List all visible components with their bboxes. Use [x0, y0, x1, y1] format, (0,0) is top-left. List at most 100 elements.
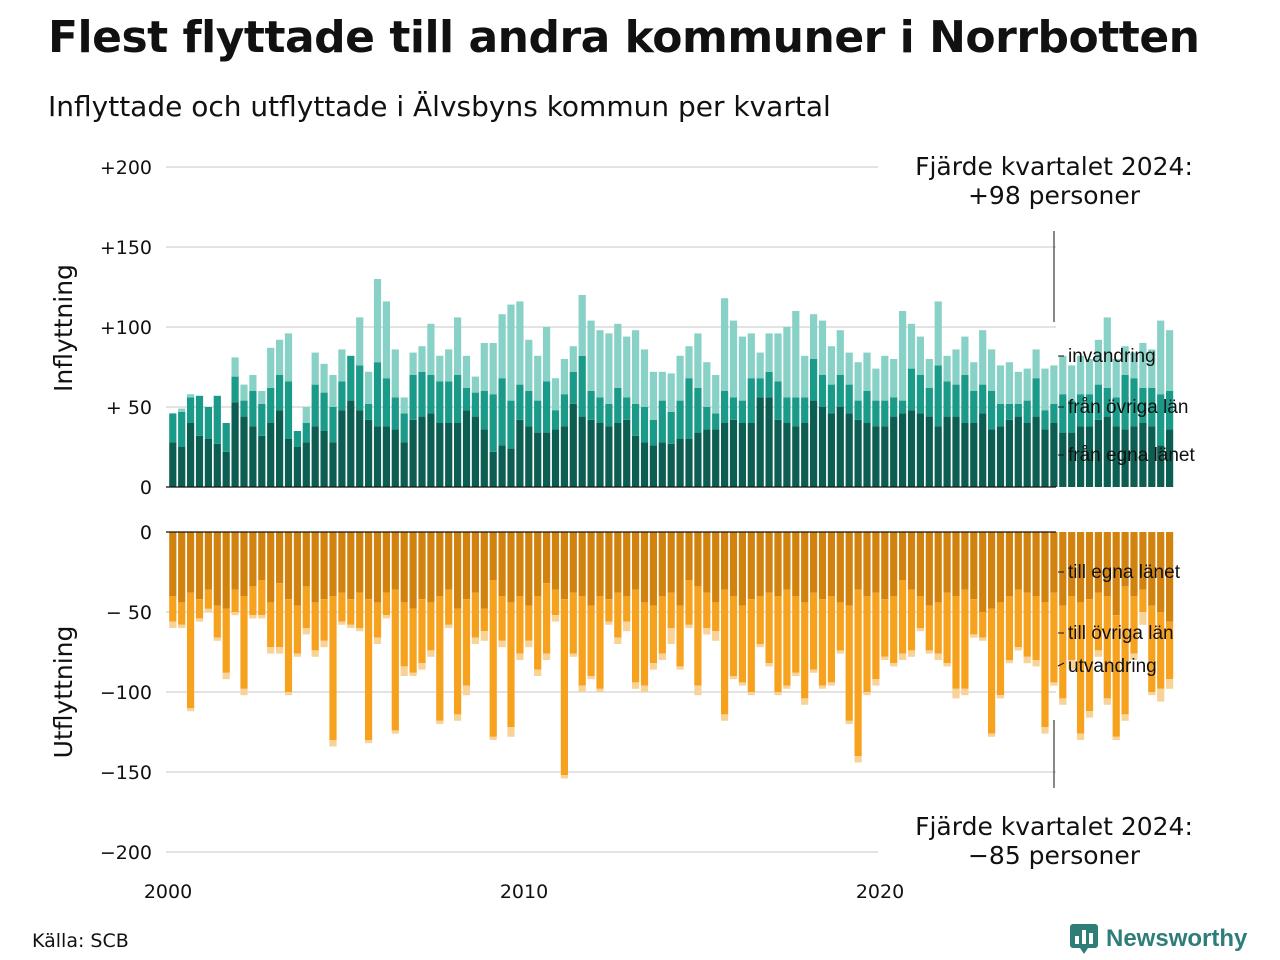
- bar-från-egna-länet: [284, 439, 293, 487]
- bar-till-övriga-län: [703, 592, 711, 628]
- bar-till-egna-länet: [1130, 532, 1138, 596]
- bar-invandring: [587, 320, 595, 391]
- bar-till-övriga-län: [462, 599, 471, 686]
- inflow-y-ticks: 0 + 50 +100 +150 +200: [100, 157, 152, 499]
- bar-från-övriga-län: [427, 375, 435, 414]
- bar-från-egna-länet: [810, 400, 818, 487]
- bar-invandring: [320, 363, 328, 393]
- bar-invandring: [462, 355, 471, 388]
- bar-till-övriga-län: [774, 596, 782, 692]
- bar-till-egna-länet: [970, 532, 978, 600]
- bar-från-övriga-län: [703, 407, 711, 430]
- bar-från-egna-länet: [222, 451, 230, 487]
- bar-till-övriga-län: [1023, 592, 1031, 657]
- bar-utvandring: [454, 714, 462, 721]
- bar-invandring: [400, 397, 408, 414]
- bar-till-övriga-län: [1166, 621, 1174, 680]
- bar-till-övriga-län: [1085, 599, 1094, 712]
- bar-till-egna-länet: [640, 532, 649, 603]
- bar-invandring: [302, 407, 310, 423]
- bar-till-övriga-län: [747, 599, 755, 692]
- bar-till-egna-länet: [836, 532, 844, 603]
- bar-till-övriga-län: [498, 596, 506, 641]
- bar-till-övriga-län: [267, 602, 275, 648]
- bar-invandring: [774, 333, 782, 382]
- bar-till-egna-länet: [1166, 532, 1174, 622]
- bar-invandring: [970, 362, 978, 391]
- bar-till-övriga-län: [890, 596, 898, 664]
- bar-till-övriga-län: [454, 608, 462, 715]
- bar-till-egna-länet: [587, 532, 595, 606]
- bar-till-övriga-län: [605, 599, 613, 622]
- y-tick-label: 0: [140, 522, 152, 544]
- bar-från-egna-länet: [338, 410, 346, 487]
- bar-till-egna-länet: [462, 532, 471, 600]
- bar-utvandring: [1148, 692, 1156, 696]
- bar-från-egna-länet: [640, 442, 649, 487]
- bar-utvandring: [792, 672, 800, 676]
- bar-invandring: [694, 333, 702, 388]
- bar-från-egna-länet: [258, 435, 266, 487]
- bar-från-egna-länet: [311, 426, 319, 487]
- bar-utvandring: [427, 650, 435, 657]
- bar-från-övriga-län: [293, 431, 301, 447]
- bar-invandring: [480, 343, 488, 391]
- bar-till-egna-länet: [810, 532, 818, 593]
- bar-till-egna-länet: [231, 532, 239, 590]
- bar-till-egna-länet: [320, 532, 328, 600]
- bar-till-egna-länet: [391, 532, 399, 590]
- bottom-annotation-line2: −85 personer: [968, 841, 1141, 870]
- bar-till-egna-länet: [534, 532, 542, 596]
- bar-invandring: [569, 346, 577, 372]
- bar-till-övriga-län: [632, 589, 640, 683]
- bar-till-övriga-län: [961, 589, 969, 689]
- bar-från-övriga-län: [756, 378, 764, 398]
- bar-till-egna-länet: [338, 532, 346, 593]
- bar-till-övriga-län: [1103, 596, 1111, 699]
- bar-från-övriga-län: [169, 413, 177, 443]
- bar-till-egna-länet: [267, 532, 275, 603]
- bar-till-övriga-län: [276, 583, 284, 648]
- bar-från-egna-länet: [302, 442, 310, 487]
- bar-från-egna-länet: [1005, 419, 1013, 487]
- bar-till-egna-länet: [747, 532, 755, 600]
- bar-från-övriga-län: [1166, 391, 1174, 430]
- bar-till-egna-länet: [1059, 532, 1067, 606]
- bar-från-egna-länet: [996, 426, 1005, 487]
- bar-till-övriga-län: [934, 602, 942, 654]
- bar-från-egna-länet: [569, 403, 577, 487]
- bar-utvandring: [267, 647, 275, 654]
- bar-invandring: [685, 346, 693, 379]
- bar-till-egna-länet: [480, 532, 488, 609]
- bar-invandring: [311, 352, 319, 385]
- bar-till-övriga-län: [578, 596, 586, 686]
- bar-till-övriga-län: [587, 605, 595, 676]
- bar-till-övriga-län: [258, 580, 266, 616]
- bar-från-övriga-län: [187, 397, 195, 423]
- bar-till-egna-länet: [979, 532, 987, 612]
- bar-från-egna-länet: [1094, 419, 1102, 487]
- series-label: till övriga län: [1068, 623, 1174, 644]
- bar-från-övriga-län: [605, 403, 613, 427]
- series-label: från egna länet: [1068, 445, 1195, 466]
- label-leader: [1057, 662, 1065, 667]
- bar-från-egna-länet: [1103, 416, 1111, 487]
- bar-invandring: [810, 314, 818, 359]
- bar-till-egna-länet: [943, 532, 951, 593]
- bar-invandring: [436, 355, 444, 382]
- bar-invandring: [881, 355, 889, 401]
- bar-utvandring: [489, 736, 497, 740]
- y-tick-label: +100: [100, 317, 152, 339]
- bar-till-övriga-län: [818, 599, 827, 686]
- bar-till-övriga-län: [169, 596, 177, 622]
- bar-utvandring: [1041, 727, 1049, 734]
- bar-till-egna-länet: [409, 532, 417, 609]
- bar-från-egna-länet: [925, 416, 933, 487]
- bar-till-egna-länet: [204, 532, 212, 590]
- bar-till-egna-länet: [845, 532, 853, 606]
- bar-invandring: [284, 333, 293, 382]
- bar-från-övriga-län: [640, 407, 649, 443]
- bar-från-egna-länet: [587, 419, 595, 487]
- bar-från-egna-länet: [916, 413, 924, 487]
- bar-utvandring: [1130, 653, 1138, 660]
